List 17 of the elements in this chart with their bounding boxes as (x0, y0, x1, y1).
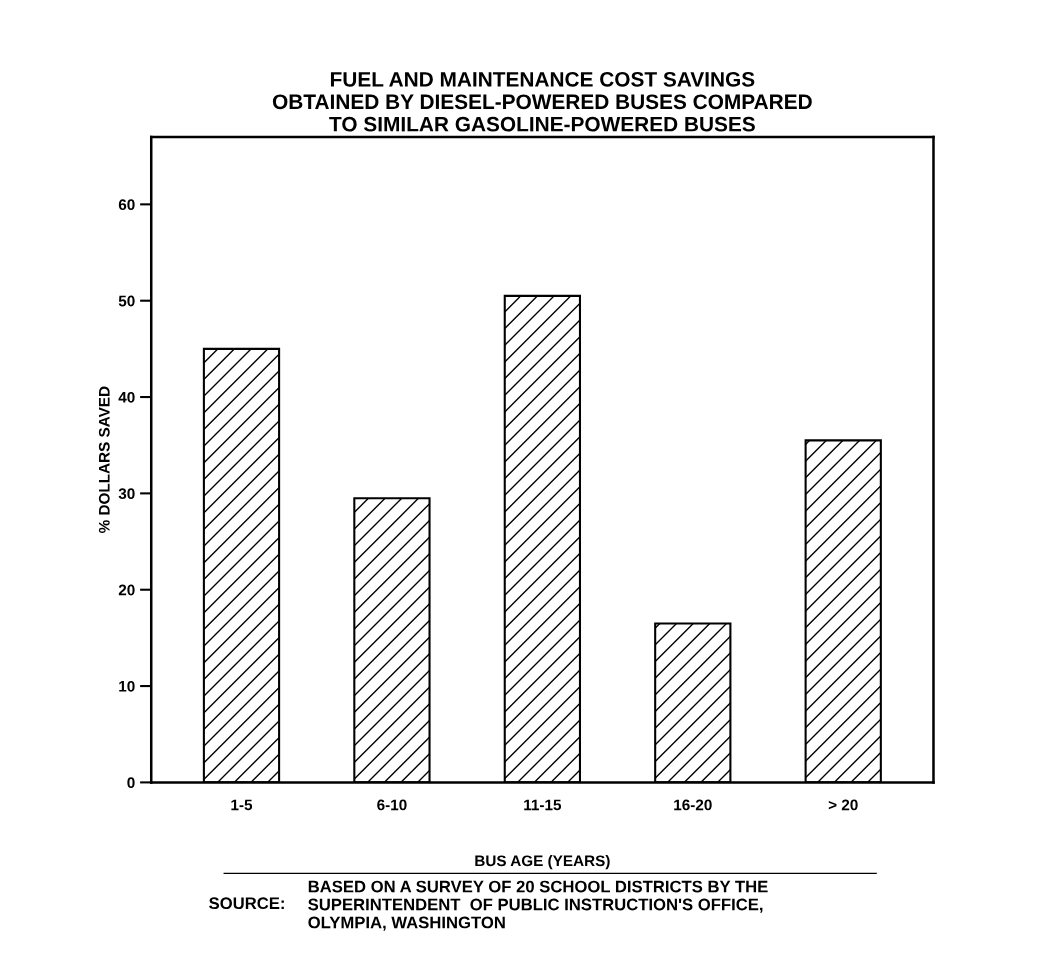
y-tick-label: 60 (118, 199, 135, 211)
y-tick-label: 0 (127, 777, 135, 789)
y-tick-label: 10 (119, 680, 135, 692)
y-tick-label: 50 (118, 295, 135, 307)
x-tick-label: 6-10 (377, 799, 407, 811)
y-axis-title: % DOLLARS SAVED (98, 386, 110, 533)
text: BASED ON A SURVEY OF 20 SCHOOL DISTRICTS BY THE SUPERINTENDENT OF PUBLIC INSTRUCTION'S OFFICE, OLYMPIA, WASHINGTON (308, 880, 768, 931)
x-axis-title: BUS AGE (YEARS) (475, 854, 610, 870)
chart-title: FUEL AND MAINTENANCE COST SAVINGS OBTAINED BY DIESEL-POWERED BUSES COMPARED TO SIMILAR GASOLINE-POWERED BUSES (272, 71, 812, 132)
y-tick-label: 40 (118, 391, 135, 403)
x-tick-label: 1-5 (231, 799, 253, 811)
y-tick-label: 20 (118, 584, 135, 596)
y-tick-label: 30 (118, 488, 135, 500)
x-tick-label: > 20 (828, 799, 858, 811)
x-tick-label: 11-15 (524, 799, 562, 811)
x-tick-label: 16-20 (674, 799, 712, 811)
source-note: SOURCE: (209, 897, 284, 910)
